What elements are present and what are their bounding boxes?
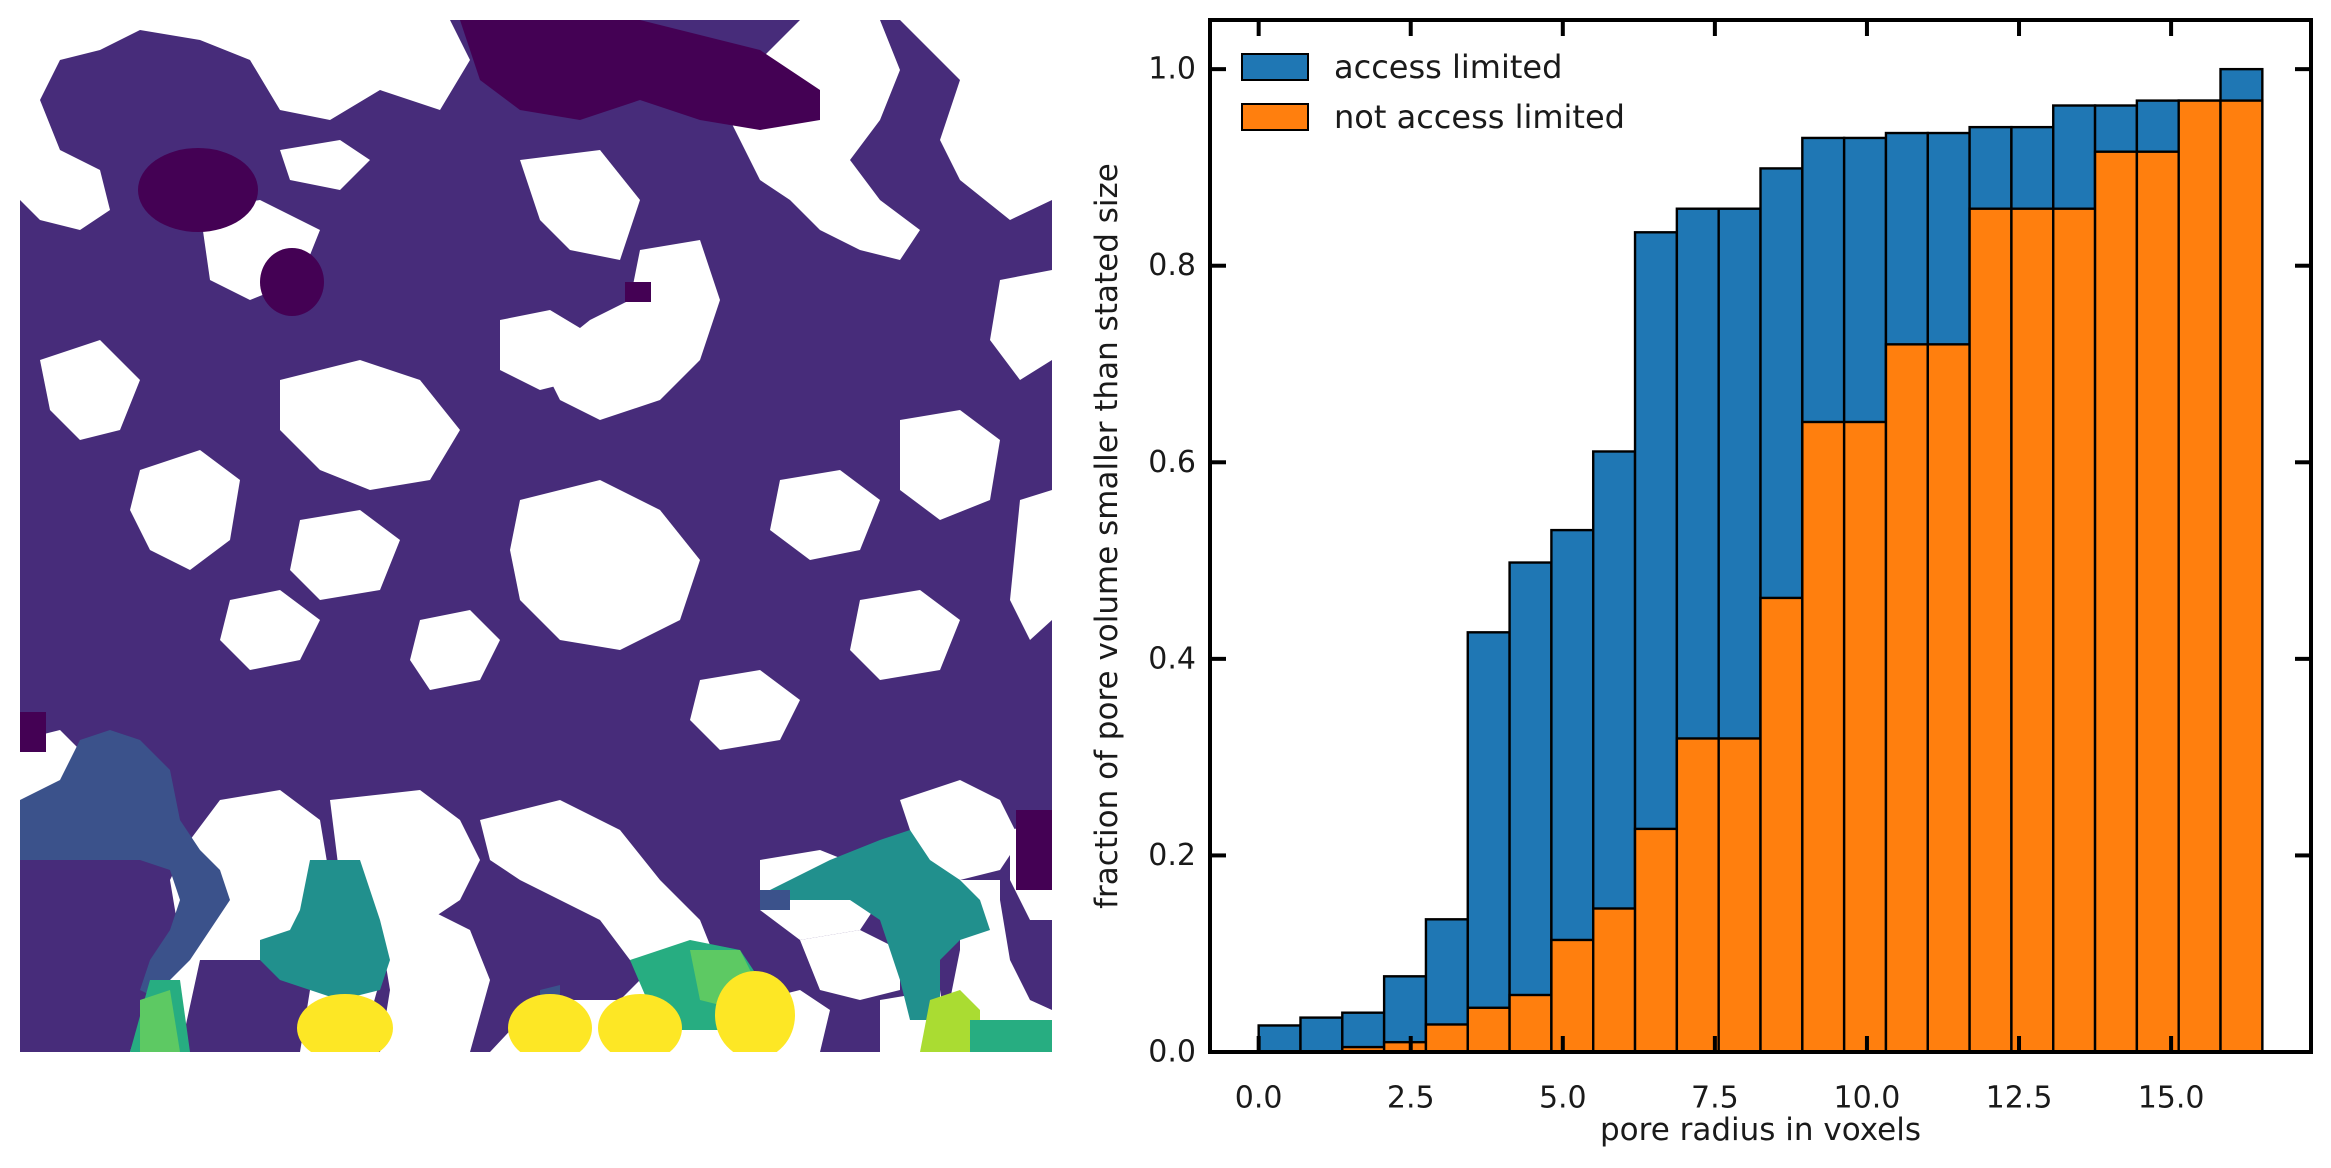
- y-tick-label-5: 1.0: [1148, 52, 1196, 87]
- bar-not-access-limited-19: [2052, 207, 2097, 1054]
- bar-not-access-limited-15: [1884, 343, 1929, 1054]
- bar-not-access-limited-23: [2219, 99, 2264, 1054]
- map-bottom-mask: [0, 1052, 1070, 1112]
- y-tick-label-1: 0.2: [1148, 838, 1196, 873]
- x-tick-labels: 0.0 2.5 5.0 7.5 10.0 12.5 15.0: [1235, 1081, 2205, 1116]
- legend: access limited not access limited: [1241, 48, 1625, 136]
- bar-not-access-limited-4: [1424, 1023, 1469, 1054]
- bar-not-access-limited-16: [1926, 343, 1971, 1054]
- bar-not-access-limited-9: [1633, 827, 1679, 1054]
- bar-not-access-limited-7: [1550, 938, 1595, 1054]
- y-axis-label: fraction of pore volume smaller than sta…: [1089, 163, 1125, 909]
- x-tick-label-4: 10.0: [1834, 1081, 1901, 1116]
- y-tick-label-0: 0.0: [1148, 1035, 1196, 1070]
- bar-not-access-limited-6: [1508, 993, 1553, 1054]
- x-tick-label-1: 2.5: [1387, 1081, 1435, 1116]
- y-tick-labels: 0.0 0.2 0.4 0.6 0.8 1.0: [1148, 52, 1196, 1070]
- x-tick-label-0: 0.0: [1235, 1081, 1283, 1116]
- bar-access-limited-1: [1299, 1016, 1344, 1054]
- pore-size-map-image: [0, 20, 1070, 1112]
- y-tick-label-4: 0.8: [1148, 248, 1196, 283]
- series-not-access-limited-bars: [1341, 99, 2264, 1054]
- axis-ticks: [1210, 20, 2311, 1054]
- legend-label-not-access-limited: not access limited: [1334, 98, 1625, 136]
- y-tick-label-2: 0.4: [1148, 641, 1196, 676]
- bar-not-access-limited-20: [2093, 150, 2139, 1054]
- bar-not-access-limited-5: [1466, 1006, 1511, 1054]
- axes-frame: [1208, 18, 2313, 1054]
- bar-not-access-limited-14: [1842, 420, 1888, 1054]
- bar-not-access-limited-11: [1717, 737, 1762, 1054]
- map-largest-pores: [297, 971, 795, 1062]
- x-tick-label-6: 15.0: [2138, 1081, 2205, 1116]
- bar-not-access-limited-10: [1675, 737, 1720, 1054]
- bar-access-limited-5: [1466, 631, 1511, 1054]
- bar-not-access-limited-8: [1592, 907, 1637, 1054]
- bar-access-limited-6: [1508, 561, 1553, 1054]
- bar-not-access-limited-22: [2177, 99, 2222, 1054]
- legend-label-access-limited: access limited: [1334, 48, 1562, 86]
- x-axis-label: pore radius in voxels: [1600, 1112, 1921, 1148]
- map-invaded-regions: [20, 730, 1052, 1052]
- bar-not-access-limited-17: [1968, 207, 2013, 1054]
- bar-not-access-limited-18: [2010, 207, 2055, 1054]
- bar-access-limited-0: [1257, 1024, 1302, 1054]
- bar-not-access-limited-21: [2135, 150, 2180, 1054]
- legend-swatch-access-limited: [1241, 53, 1309, 81]
- bar-access-limited-3: [1382, 975, 1428, 1054]
- legend-swatch-not-access-limited: [1241, 103, 1309, 131]
- map-isolated-pores: [20, 20, 1052, 890]
- cumulative-histogram: 0.0 2.5 5.0 7.5 10.0 12.5 15.0 0.0 0.2 0.4 0.6 0.8…: [1089, 18, 2313, 1148]
- x-tick-label-2: 5.0: [1539, 1081, 1587, 1116]
- x-tick-label-3: 7.5: [1691, 1081, 1739, 1116]
- y-tick-label-3: 0.6: [1148, 445, 1196, 480]
- bar-not-access-limited-12: [1759, 596, 1804, 1054]
- bar-not-access-limited-13: [1801, 420, 1846, 1054]
- x-tick-label-5: 12.5: [1986, 1081, 2053, 1116]
